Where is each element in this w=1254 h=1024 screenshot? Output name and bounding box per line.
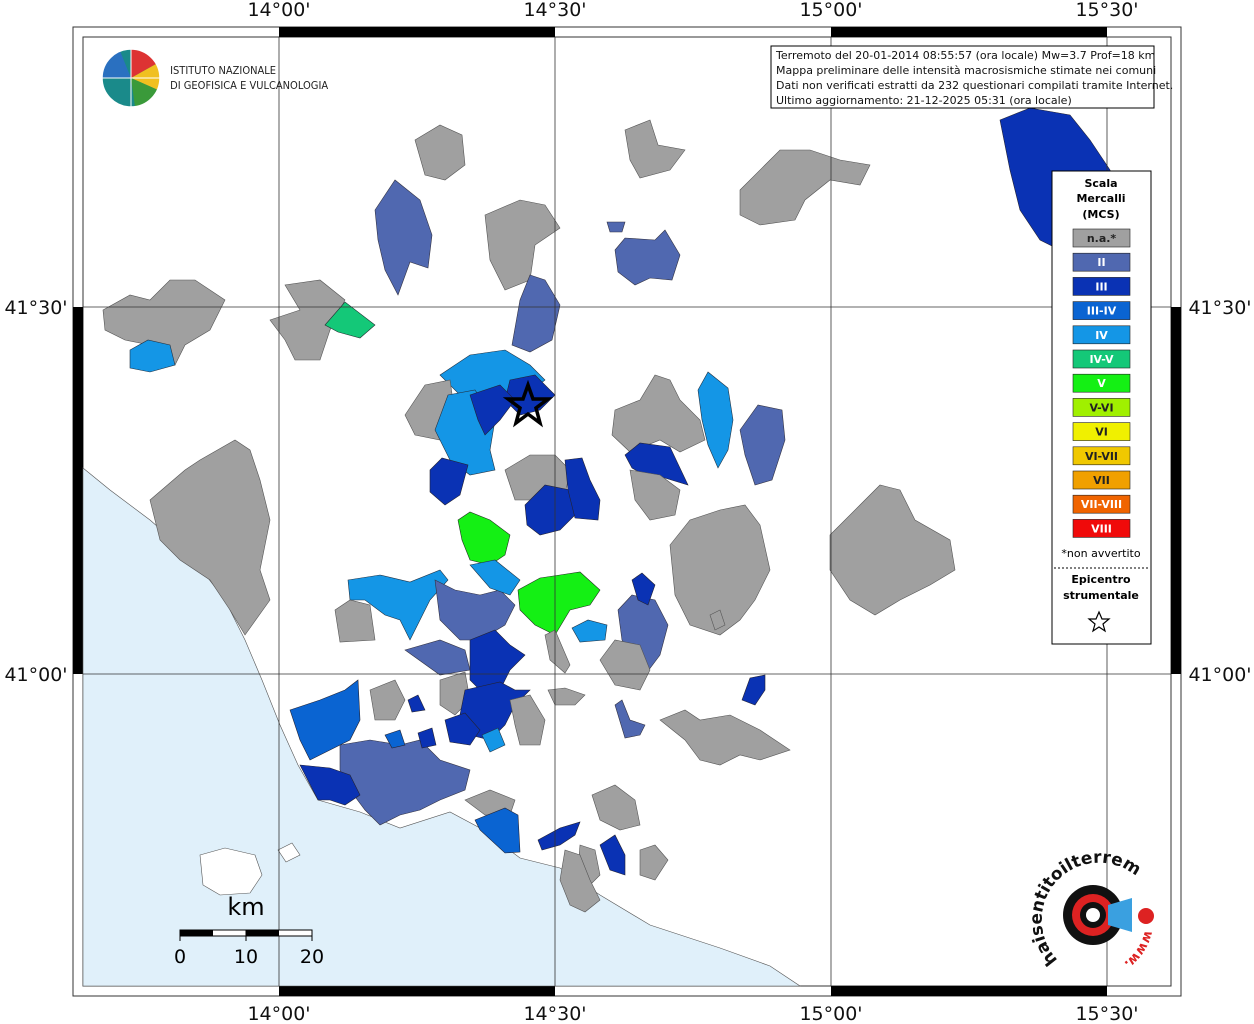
legend-label: V-VI: [1089, 401, 1113, 414]
legend-label: IV: [1095, 329, 1108, 342]
legend-star: [1087, 610, 1111, 633]
legend-label: VII-VIII: [1081, 498, 1122, 511]
institute-name: ISTITUTO NAZIONALE: [170, 65, 276, 78]
legend-swatch: [1072, 228, 1131, 248]
legend-swatch: [1072, 325, 1131, 345]
lon-label: 15°30': [1075, 0, 1138, 21]
lat-label: 41°00': [4, 664, 67, 686]
lon-label: 14°00': [247, 0, 310, 21]
legend-title: Scala: [1084, 177, 1117, 190]
legend-swatch: [1072, 349, 1131, 369]
institute-name: DI GEOFISICA E VULCANOLOGIA: [170, 80, 329, 93]
scale-unit: km: [227, 893, 264, 921]
scale-bar: km 0 10 20: [174, 893, 324, 968]
legend-label: n.a.*: [1087, 232, 1117, 245]
island: [277, 842, 301, 863]
legend-swatch: [1072, 446, 1131, 466]
lon-label: 14°30': [523, 0, 586, 21]
legend-label: III-IV: [1087, 305, 1117, 318]
scale-label: 0: [174, 946, 186, 968]
legend-epicenter: Epicentro: [1071, 573, 1131, 586]
legend-label: VII: [1093, 474, 1110, 487]
info-box: [770, 45, 1155, 109]
ingv-logo: ISTITUTO NAZIONALE DI GEOFISICA E VULCAN…: [101, 48, 329, 108]
info-line: Ultimo aggiornamento: 21-12-2025 05:31 (…: [776, 94, 1072, 107]
coordinate-labels: 14°00' 14°30' 15°00' 15°30' 14°00' 14°30…: [4, 0, 1251, 1024]
legend-swatch: [1072, 494, 1131, 514]
info-line: Mappa preliminare delle intensità macros…: [776, 64, 1156, 77]
lon-label: 14°30': [523, 1003, 586, 1024]
legend-swatch: [1072, 252, 1131, 272]
epicenter-star: [502, 379, 554, 428]
info-line: Dati non verificati estratti da 232 ques…: [776, 79, 1173, 92]
legend-label: V: [1097, 377, 1106, 390]
legend-title: Mercalli: [1076, 192, 1125, 205]
lon-label: 15°00': [799, 0, 862, 21]
info-line: Terremoto del 20-01-2014 08:55:57 (ora l…: [775, 49, 1155, 62]
lat-label: 41°00': [1188, 664, 1251, 686]
graticule: [83, 37, 1171, 986]
lon-label: 15°00': [799, 1003, 862, 1024]
legend-label: IV-V: [1089, 353, 1114, 366]
legend-swatch: [1072, 470, 1131, 490]
lon-label: 14°00': [247, 1003, 310, 1024]
legend: Scala Mercalli (MCS) *non avvertito Epic…: [1054, 177, 1149, 633]
lat-label: 41°30': [4, 297, 67, 319]
legend-note: *non avvertito: [1061, 547, 1140, 560]
legend-epicenter: strumentale: [1063, 589, 1139, 602]
frame-ticks: [73, 27, 1181, 996]
lon-label: 15°30': [1075, 1003, 1138, 1024]
legend-title: (MCS): [1082, 208, 1119, 221]
legend-swatch: [1072, 422, 1131, 441]
scale-label: 10: [234, 946, 258, 968]
legend-label: VI-VII: [1085, 450, 1118, 463]
municipalities: [102, 107, 1131, 913]
legend-swatch: [1072, 373, 1131, 393]
legend-swatch: [1072, 519, 1131, 538]
legend-swatch: [1072, 301, 1131, 320]
legend-label: VIII: [1091, 522, 1112, 535]
legend-swatch: [1072, 398, 1131, 417]
legend-label: II: [1097, 256, 1105, 269]
scale-label: 20: [300, 946, 324, 968]
lat-label: 41°30': [1188, 297, 1251, 319]
island: [199, 847, 263, 896]
legend-label: VI: [1095, 426, 1108, 439]
legend-label: III: [1095, 280, 1107, 293]
legend-swatch: [1072, 277, 1131, 296]
